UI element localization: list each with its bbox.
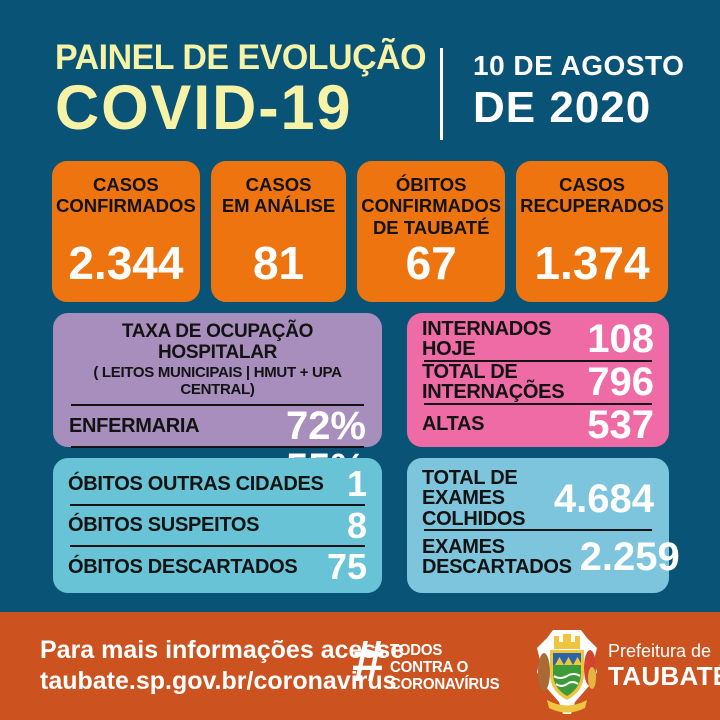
- stat-label: CASOS EM ANÁLISE: [221, 174, 336, 217]
- occupancy-row-enfermaria: ENFERMARIA 72%: [69, 406, 366, 446]
- row-value: 4.684: [553, 476, 654, 521]
- header: PAINEL DE EVOLUÇÃO COVID-19: [55, 40, 438, 140]
- row-label: ÓBITOS DESCARTADOS: [68, 555, 298, 578]
- row-exames-descartados: EXAMES DESCARTADOS 2.259: [422, 531, 680, 583]
- occupancy-title: TAXA DE OCUPAÇÃO HOSPITALAR: [121, 321, 314, 363]
- stat-card-obitos-confirmados: ÓBITOS CONFIRMADOS DE TAUBATÉ 67: [357, 161, 506, 302]
- row-divider: [71, 446, 364, 449]
- row-total-internacoes: TOTAL DE INTERNAÇÕES 796: [422, 362, 654, 403]
- logo-caption: Prefeitura de TAUBATÉ: [608, 641, 720, 692]
- panel-title-line1: PAINEL DE EVOLUÇÃO: [55, 38, 427, 77]
- stat-value: 2.344: [68, 237, 184, 289]
- stat-label: CASOS CONFIRMADOS: [56, 174, 196, 217]
- hospitalizations-card: INTERNADOS HOJE 108 TOTAL DE INTERNAÇÕES…: [407, 313, 669, 447]
- hospital-occupancy-card: TAXA DE OCUPAÇÃO HOSPITALAR ( LEITOS MUN…: [53, 313, 382, 488]
- row-label: EXAMES DESCARTADOS: [422, 535, 572, 579]
- row-altas: ALTAS 537: [422, 405, 654, 445]
- row-label: ÓBITOS SUSPEITOS: [68, 514, 260, 537]
- row-divider: [70, 503, 365, 506]
- row-internados-hoje: INTERNADOS HOJE 108: [422, 319, 654, 360]
- footer: Para mais informações acesse taubate.sp.…: [0, 612, 720, 720]
- row-value: 1: [346, 462, 367, 504]
- row-value: 75: [326, 546, 367, 588]
- stat-label: ÓBITOS CONFIRMADOS DE TAUBATÉ: [361, 174, 502, 238]
- hashtag-icon: #: [352, 629, 385, 694]
- row-value: 108: [587, 317, 654, 362]
- row-label: ALTAS: [422, 413, 485, 436]
- row-obitos-suspeitos: ÓBITOS SUSPEITOS 8: [68, 506, 367, 546]
- row-divider: [71, 404, 364, 407]
- row-label: ENFERMARIA: [69, 415, 200, 438]
- row-divider: [424, 529, 652, 532]
- date-line2: DE 2020: [473, 83, 652, 132]
- stat-label: CASOS RECUPERADOS: [520, 174, 664, 217]
- row-divider: [70, 545, 365, 548]
- stat-card-casos-recuperados: CASOS RECUPERADOS 1.374: [516, 161, 668, 302]
- exams-card: TOTAL DE EXAMES COLHIDOS 4.684 EXAMES DE…: [407, 458, 680, 593]
- footer-info-line1: Para mais informações acesse: [40, 635, 405, 664]
- campaign-text: TODOS CONTRA O CORONAVÍRUS: [390, 642, 500, 694]
- stat-card-casos-em-analise: CASOS EM ANÁLISE 81: [210, 161, 347, 302]
- row-label: ÓBITOS OUTRAS CIDADES: [68, 472, 324, 495]
- stat-value: 1.374: [534, 237, 650, 289]
- stat-card-casos-confirmados: CASOS CONFIRMADOS 2.344: [52, 161, 200, 302]
- row-value: 537: [587, 402, 654, 447]
- footer-info: Para mais informações acesse taubate.sp.…: [40, 612, 404, 720]
- occupancy-subtitle: ( LEITOS MUNICIPAIS | HMUT + UPA CENTRAL…: [93, 363, 342, 399]
- campaign-lockup: # TODOS CONTRA O CORONAVÍRUS: [352, 629, 503, 694]
- row-exames-colhidos: TOTAL DE EXAMES COLHIDOS 4.684: [422, 468, 654, 529]
- header-divider: [440, 48, 443, 140]
- row-value: 72%: [285, 404, 366, 449]
- row-value: 796: [587, 360, 654, 405]
- footer-info-url: taubate.sp.gov.br/coronavirus: [40, 667, 397, 695]
- row-label: TOTAL DE EXAMES COLHIDOS: [422, 467, 526, 530]
- row-value: 8: [346, 504, 367, 546]
- row-divider: [424, 359, 652, 362]
- row-divider: [424, 402, 652, 405]
- date-line1: 10 DE AGOSTO: [473, 50, 685, 81]
- row-obitos-outras-cidades: ÓBITOS OUTRAS CIDADES 1: [68, 464, 367, 504]
- stat-value: 67: [405, 237, 457, 289]
- taubate-coat-of-arms-icon: [537, 630, 597, 714]
- row-label: TOTAL DE INTERNAÇÕES: [422, 360, 565, 404]
- row-obitos-descartados: ÓBITOS DESCARTADOS 75: [68, 547, 367, 587]
- logo-caption-line2: TAUBATÉ: [608, 660, 720, 691]
- logo-caption-line1: Prefeitura de: [608, 641, 712, 661]
- row-label: INTERNADOS HOJE: [422, 318, 552, 361]
- stat-value: 81: [252, 237, 305, 289]
- row-value: 2.259: [579, 535, 680, 580]
- header-date: 10 DE AGOSTO DE 2020: [473, 52, 684, 130]
- deaths-card: ÓBITOS OUTRAS CIDADES 1 ÓBITOS SUSPEITOS…: [53, 458, 382, 593]
- summary-cards-row: CASOS CONFIRMADOS 2.344 CASOS EM ANÁLISE…: [52, 161, 668, 302]
- panel-title-line2: COVID-19: [55, 73, 353, 143]
